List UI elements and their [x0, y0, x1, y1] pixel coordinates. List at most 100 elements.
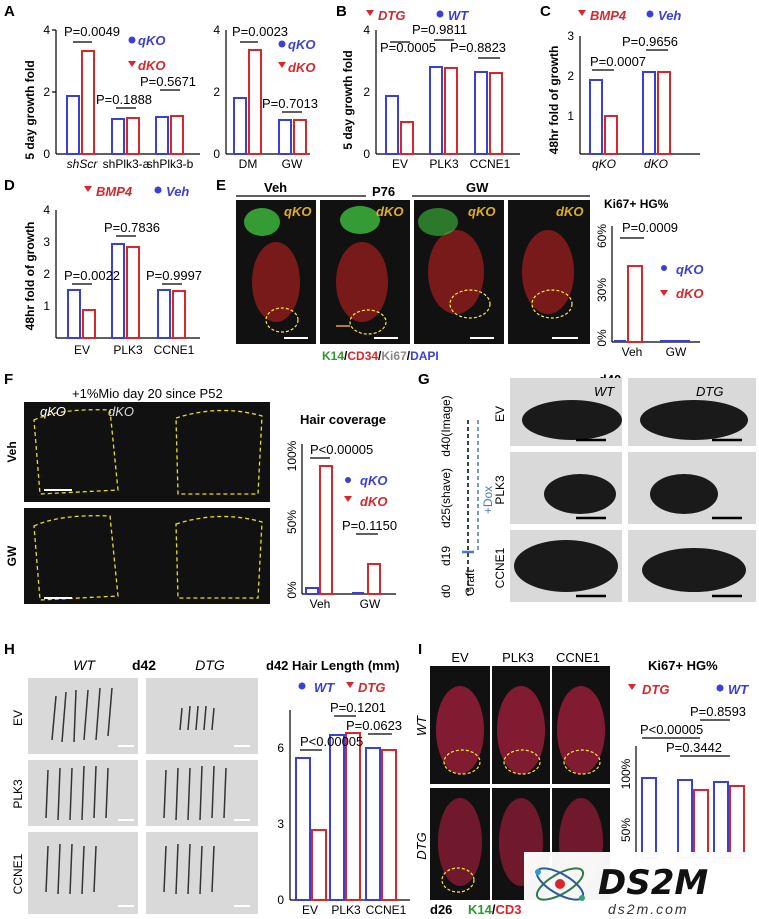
d-pval-1: P=0.0022 [64, 268, 120, 283]
h-ytick-6: 6 [277, 741, 284, 755]
f-legend-dko: dKO [360, 494, 387, 509]
b-cat-1: EV [392, 157, 408, 171]
d-legend-bmp4: BMP4 [96, 184, 133, 199]
e-stain-dapi: DAPI [410, 349, 439, 363]
h-pval-1: P<0.00005 [300, 734, 363, 749]
e-chart-title: Ki67+ HG% [604, 197, 669, 211]
d-pval-3: P=0.9997 [146, 268, 202, 283]
svg-text:4: 4 [213, 23, 220, 37]
d-pval-2: P=0.7836 [104, 220, 160, 235]
a-pval-3: P=0.5671 [140, 74, 196, 89]
f-row-gw: GW [5, 545, 19, 566]
e-stain-ki67: Ki67 [381, 349, 407, 363]
g-row-ev: EV [493, 406, 507, 422]
bar-a-shscr-dko [81, 50, 95, 155]
h-pval-2: P=0.1201 [330, 700, 386, 715]
panel-label-f: F [4, 371, 13, 388]
svg-text:2: 2 [43, 85, 50, 99]
h-legend-wt: WT [314, 680, 335, 695]
bar-a-plk3a-qko [111, 118, 125, 155]
bar-d-ev-veh [67, 289, 81, 339]
a-legend2-dko: dKO [288, 60, 315, 75]
bar-a-dm-qko [233, 97, 247, 155]
bar-h-plk3-dtg [345, 732, 361, 901]
bar-h-ccne1-dtg [381, 749, 397, 901]
i-stain-cd34: CD3 [495, 902, 521, 917]
panel-label-g: G [418, 371, 430, 388]
i-stain-legend: K14/CD3 [468, 902, 522, 917]
i-stain-k14: K14 [468, 902, 493, 917]
e-cat-veh: Veh [622, 345, 643, 359]
a-legend-qko: qKO [138, 33, 165, 48]
e-ytick-60: 60% [595, 224, 609, 248]
svg-text:2: 2 [567, 69, 574, 83]
i-row-wt: WT [414, 715, 429, 736]
d-legend-veh: Veh [166, 184, 189, 199]
g-col-dtg: DTG [696, 384, 723, 399]
panel-g: G d40 d0 d19 d25(shave) d40(Image) Graft… [418, 371, 756, 602]
bar-c-dko-veh [642, 71, 656, 155]
e-pval: P=0.0009 [622, 220, 678, 235]
bar-c-qko-bmp4 [604, 115, 618, 155]
svg-text:4: 4 [363, 23, 370, 37]
bar-a-plk3b-dko [170, 115, 184, 155]
d-cat-2: PLK3 [113, 343, 143, 357]
c-bars [589, 71, 671, 155]
f-chart-title: Hair coverage [300, 412, 386, 427]
bar-h-ev-wt [295, 757, 311, 901]
bar-a-plk3b-qko [155, 116, 169, 155]
d-ylabel: 48hr fold of growth [23, 222, 37, 331]
panel-label-a: A [4, 3, 15, 20]
g-time-d25: d25(shave) [439, 468, 453, 528]
i-legend-dtg: DTG [642, 682, 669, 697]
bar-a-gw-qko [278, 119, 292, 155]
bar-b-ev-dtg [400, 121, 414, 155]
bar-e-veh-dko [627, 265, 643, 343]
panel-label-h: H [4, 641, 15, 658]
bar-i-ev-wt [641, 777, 657, 859]
h-photo-dtg-ev [146, 678, 258, 754]
i-day: d26 [430, 902, 452, 917]
a-legend2-qko: qKO [288, 37, 315, 52]
h-col-wt: WT [73, 657, 96, 673]
f-pval-1: P<0.00005 [310, 442, 373, 457]
i-ytick-50: 50% [619, 818, 633, 842]
bar-c-qko-veh [589, 79, 603, 155]
i-chart-title: Ki67+ HG% [648, 658, 718, 673]
b-pval-1: P=0.0005 [380, 40, 436, 55]
a-pval-4: P=0.0023 [232, 24, 288, 39]
f-col-dko: dKO [108, 404, 134, 419]
c-cat-2: dKO [644, 157, 668, 171]
g-time-d0: d0 [439, 584, 453, 598]
e-ytick-30: 30% [595, 278, 609, 302]
e-legend-dko: dKO [676, 286, 703, 301]
f-row-veh: Veh [5, 441, 19, 462]
svg-text:2: 2 [213, 85, 220, 99]
i-pval-1: P<0.00005 [640, 722, 703, 737]
h-cat-plk3: PLK3 [331, 903, 361, 917]
panel-label-e: E [216, 177, 226, 194]
bar-d-plk3-veh [111, 243, 125, 339]
svg-text:0: 0 [363, 147, 370, 161]
h-photo-dtg-ccne1 [146, 832, 258, 914]
f-title: +1%Mio day 20 since P52 [72, 386, 223, 401]
bar-b-plk3-dtg [444, 67, 458, 155]
atom-logo-icon [535, 867, 585, 901]
i-col-ccne1: CCNE1 [556, 650, 600, 665]
bar-a-gw-dko [293, 119, 307, 155]
bar-b-ev-wt [385, 95, 399, 155]
watermark-url: ds2m.com [608, 901, 689, 917]
e-group-veh: Veh [264, 180, 287, 195]
e-tile-label-2: dKO [376, 204, 403, 219]
panel-label-d: D [4, 177, 15, 194]
e-stain-k14: K14 [322, 349, 344, 363]
i-col-plk3: PLK3 [502, 650, 534, 665]
panel-f: F +1%Mio day 20 since P52 qKO dKO Veh GW… [4, 371, 397, 611]
h-cat-ev: EV [302, 903, 318, 917]
h-row-plk3: PLK3 [11, 779, 25, 809]
g-row-plk3: PLK3 [493, 475, 507, 505]
h-ytick-0: 0 [277, 893, 284, 907]
svg-text:0: 0 [213, 147, 220, 161]
svg-text:2: 2 [363, 85, 370, 99]
e-micrographs [236, 200, 590, 344]
